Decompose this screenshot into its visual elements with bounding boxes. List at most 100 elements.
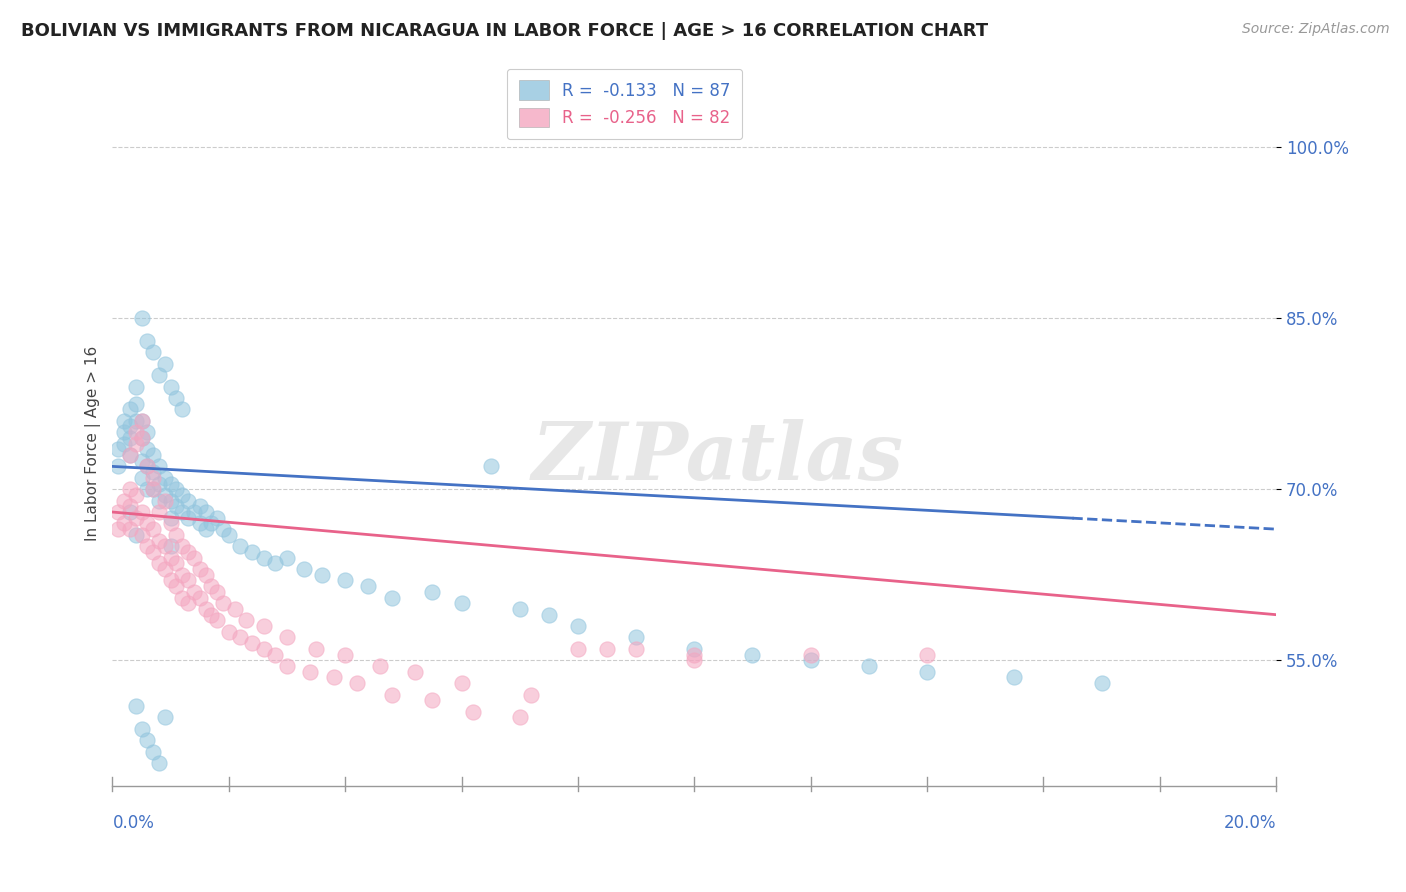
Point [177, 596, 200, 610]
Point [346, 676, 368, 690]
Point [125, 488, 148, 502]
Point [183, 505, 205, 519]
Point [118, 448, 141, 462]
Point [148, 368, 170, 383]
Point [188, 591, 211, 605]
Point [368, 659, 391, 673]
Point [118, 500, 141, 514]
Point [165, 482, 187, 496]
Point [305, 641, 328, 656]
Point [165, 500, 187, 514]
Point [200, 607, 222, 622]
Point [118, 448, 141, 462]
Point [159, 550, 181, 565]
Point [172, 567, 194, 582]
Point [125, 379, 148, 393]
Point [165, 391, 187, 405]
Point [294, 562, 316, 576]
Point [142, 482, 165, 496]
Point [177, 510, 200, 524]
Y-axis label: In Labor Force | Age > 16: In Labor Force | Age > 16 [86, 346, 101, 541]
Point [131, 453, 153, 467]
Point [159, 516, 181, 531]
Point [131, 414, 153, 428]
Point [800, 653, 823, 667]
Point [188, 562, 211, 576]
Point [276, 631, 298, 645]
Point [235, 614, 257, 628]
Point [148, 493, 170, 508]
Point [107, 442, 129, 457]
Point [683, 653, 706, 667]
Point [404, 665, 426, 679]
Point [148, 505, 170, 519]
Point [194, 567, 217, 582]
Point [142, 345, 165, 359]
Point [624, 641, 647, 656]
Point [136, 334, 159, 348]
Point [172, 539, 194, 553]
Point [200, 579, 222, 593]
Point [131, 471, 153, 485]
Point [148, 476, 170, 491]
Point [194, 505, 217, 519]
Point [131, 528, 153, 542]
Point [479, 459, 502, 474]
Point [212, 522, 235, 536]
Point [422, 585, 444, 599]
Point [596, 641, 619, 656]
Point [118, 419, 141, 434]
Point [422, 693, 444, 707]
Point [142, 545, 165, 559]
Point [915, 648, 938, 662]
Point [311, 567, 333, 582]
Point [172, 591, 194, 605]
Point [125, 436, 148, 450]
Point [148, 533, 170, 548]
Point [172, 488, 194, 502]
Point [188, 500, 211, 514]
Point [153, 493, 176, 508]
Point [381, 688, 404, 702]
Point [131, 311, 153, 326]
Point [741, 648, 763, 662]
Point [253, 619, 276, 633]
Point [136, 442, 159, 457]
Point [107, 505, 129, 519]
Text: Source: ZipAtlas.com: Source: ZipAtlas.com [1241, 22, 1389, 37]
Point [463, 705, 485, 719]
Text: BOLIVIAN VS IMMIGRANTS FROM NICARAGUA IN LABOR FORCE | AGE > 16 CORRELATION CHAR: BOLIVIAN VS IMMIGRANTS FROM NICARAGUA IN… [21, 22, 988, 40]
Text: 0.0%: 0.0% [112, 814, 155, 832]
Point [153, 539, 176, 553]
Point [136, 459, 159, 474]
Point [194, 602, 217, 616]
Point [125, 397, 148, 411]
Point [118, 431, 141, 445]
Point [107, 522, 129, 536]
Point [333, 648, 356, 662]
Point [136, 516, 159, 531]
Point [153, 562, 176, 576]
Point [915, 665, 938, 679]
Point [118, 522, 141, 536]
Point [624, 631, 647, 645]
Point [276, 550, 298, 565]
Point [159, 510, 181, 524]
Point [112, 414, 135, 428]
Point [264, 648, 287, 662]
Point [333, 574, 356, 588]
Point [1090, 676, 1112, 690]
Point [153, 710, 176, 724]
Point [125, 698, 148, 713]
Point [194, 522, 217, 536]
Point [125, 510, 148, 524]
Point [142, 745, 165, 759]
Point [112, 436, 135, 450]
Point [183, 550, 205, 565]
Point [177, 493, 200, 508]
Point [159, 493, 181, 508]
Point [159, 539, 181, 553]
Point [322, 670, 344, 684]
Point [107, 459, 129, 474]
Point [229, 539, 252, 553]
